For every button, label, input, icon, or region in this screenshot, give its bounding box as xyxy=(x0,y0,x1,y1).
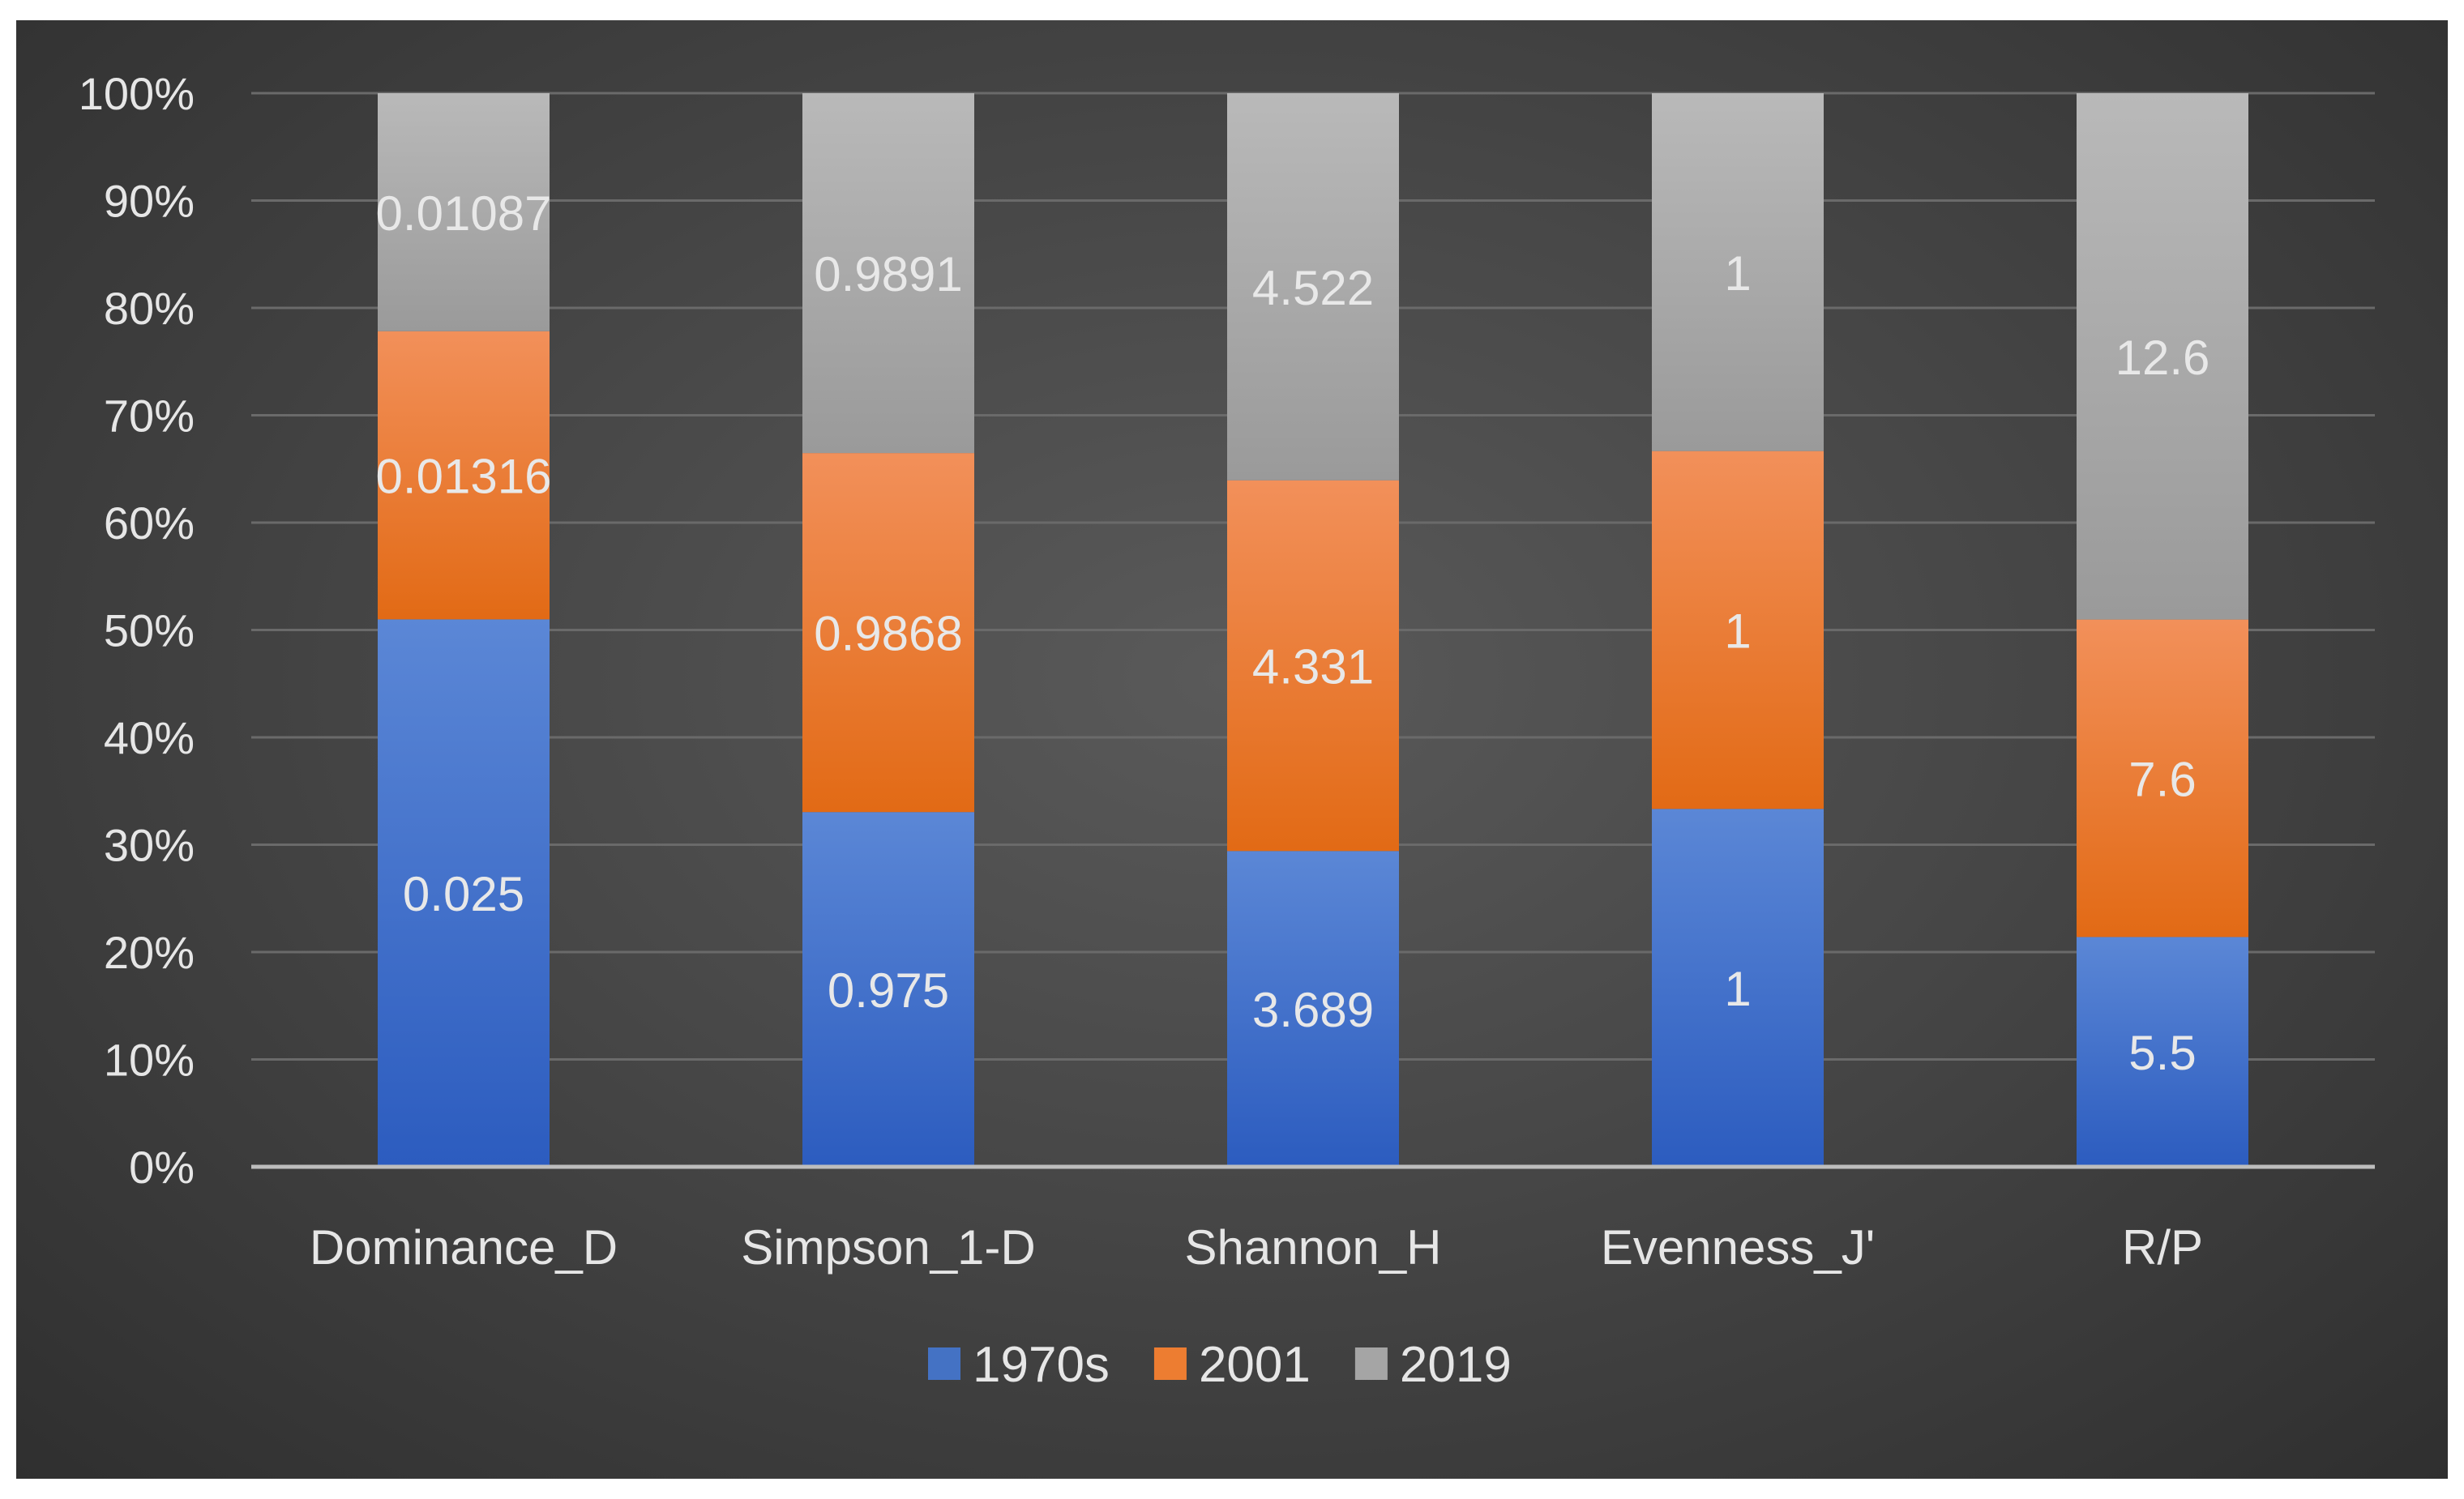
y-tick-label: 30% xyxy=(104,820,195,871)
data-label: 0.9891 xyxy=(814,247,963,301)
y-tick-label: 0% xyxy=(129,1142,195,1193)
y-tick-label: 10% xyxy=(104,1035,195,1086)
data-label: 0.025 xyxy=(403,867,524,921)
legend: 1970s 2001 2019 xyxy=(928,1337,1512,1393)
bar-segment xyxy=(802,812,974,1167)
bar-segment xyxy=(378,619,550,1167)
bar-segment xyxy=(2077,619,2248,937)
y-tick-label: 80% xyxy=(104,283,195,334)
data-label: 1 xyxy=(1724,246,1751,301)
category-labels: Dominance_D Simpson_1-D Shannon_H Evenness_… xyxy=(310,1220,2203,1275)
bar-segment xyxy=(1227,851,1399,1167)
data-label: 5.5 xyxy=(2128,1026,2196,1080)
y-tick-label: 20% xyxy=(104,927,195,978)
data-label: 12.6 xyxy=(2115,331,2210,385)
y-tick-label: 90% xyxy=(104,176,195,227)
x-category-label: Evenness_J' xyxy=(1601,1220,1875,1275)
data-label: 1 xyxy=(1724,962,1751,1016)
legend-swatch xyxy=(928,1347,960,1380)
bar-segment xyxy=(1652,809,1824,1167)
bars xyxy=(378,93,2248,1167)
bar-segment xyxy=(378,331,550,620)
bar-segment xyxy=(802,453,974,813)
x-category-label: R/P xyxy=(2122,1220,2203,1275)
y-tick-label: 60% xyxy=(104,498,195,549)
bar-segment xyxy=(1227,93,1399,480)
legend-swatch xyxy=(1153,1347,1187,1380)
data-label: 0.975 xyxy=(828,963,949,1018)
data-label: 4.331 xyxy=(1252,640,1374,694)
x-category-label: Simpson_1-D xyxy=(741,1220,1036,1275)
data-label: 7.6 xyxy=(2128,753,2196,807)
bar-segment xyxy=(802,93,974,454)
y-tick-label: 70% xyxy=(104,391,195,442)
y-tick-label: 100% xyxy=(79,68,195,119)
y-tick-label: 50% xyxy=(104,605,195,656)
bar-segment xyxy=(1652,93,1824,451)
bar-segment xyxy=(1227,480,1399,852)
data-label: 0.01087 xyxy=(376,186,552,241)
data-label: 0.9868 xyxy=(814,607,963,661)
legend-label: 2001 xyxy=(1199,1337,1311,1393)
legend-label: 1970s xyxy=(973,1337,1110,1393)
y-axis-ticks: 0% 10% 20% 30% 40% 50% 60% 70% 80% 90% 100% xyxy=(79,68,195,1193)
x-category-label: Dominance_D xyxy=(310,1220,618,1275)
bar-segment xyxy=(2077,937,2248,1167)
data-label: 0.01316 xyxy=(376,450,552,504)
legend-label: 2019 xyxy=(1400,1337,1512,1393)
x-category-label: Shannon_H xyxy=(1185,1220,1442,1275)
bar-segment xyxy=(2077,93,2248,620)
bar-segment xyxy=(1652,451,1824,809)
legend-swatch xyxy=(1354,1347,1388,1380)
data-labels: 0.025 0.01316 0.01087 0.975 0.9868 0.9891 3.68… xyxy=(376,186,2210,1080)
data-label: 1 xyxy=(1724,604,1751,659)
data-label: 4.522 xyxy=(1252,261,1374,315)
y-tick-label: 40% xyxy=(104,712,195,763)
data-label: 3.689 xyxy=(1252,983,1374,1037)
bar-segment xyxy=(378,93,550,331)
